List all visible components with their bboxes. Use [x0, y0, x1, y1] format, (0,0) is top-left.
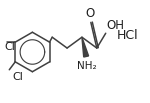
Text: Cl: Cl: [5, 42, 16, 52]
Text: O: O: [85, 7, 94, 20]
Text: NH₂: NH₂: [77, 61, 97, 71]
Text: Cl: Cl: [13, 72, 23, 82]
Text: OH: OH: [107, 19, 125, 32]
Text: HCl: HCl: [117, 29, 138, 42]
Polygon shape: [82, 37, 88, 57]
